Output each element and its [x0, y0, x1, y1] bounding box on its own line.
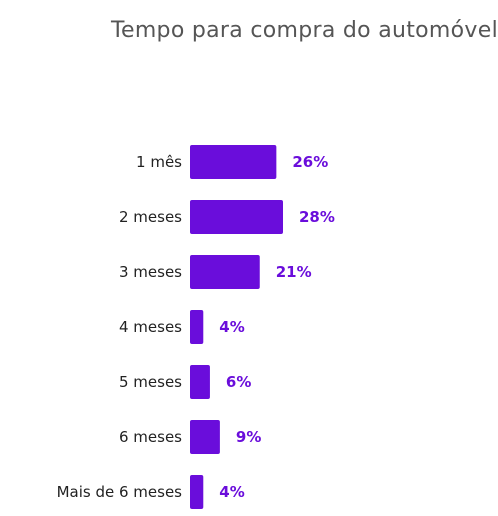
bar [190, 255, 260, 289]
value-label: 21% [276, 263, 312, 281]
bar [190, 200, 283, 234]
value-label: 6% [226, 373, 251, 391]
category-label: 4 meses [119, 318, 182, 336]
category-label: 5 meses [119, 373, 182, 391]
category-label: 1 mês [136, 153, 182, 171]
bar [190, 365, 210, 399]
bar [190, 420, 220, 454]
category-label: 6 meses [119, 428, 182, 446]
value-label: 26% [292, 153, 328, 171]
chart-title: Tempo para compra do automóvel [110, 18, 498, 43]
value-label: 9% [236, 428, 261, 446]
value-label: 4% [219, 318, 244, 336]
value-label: 28% [299, 208, 335, 226]
bar [190, 145, 277, 179]
bar [190, 475, 204, 509]
bar [190, 310, 204, 344]
category-label: Mais de 6 meses [57, 483, 183, 501]
category-label: 2 meses [119, 208, 182, 226]
value-label: 4% [219, 483, 244, 501]
category-label: 3 meses [119, 263, 182, 281]
bars-group: 1 mês 26% 2 meses 28% 3 meses 21% 4 meses 4% 5 m… [57, 145, 336, 509]
